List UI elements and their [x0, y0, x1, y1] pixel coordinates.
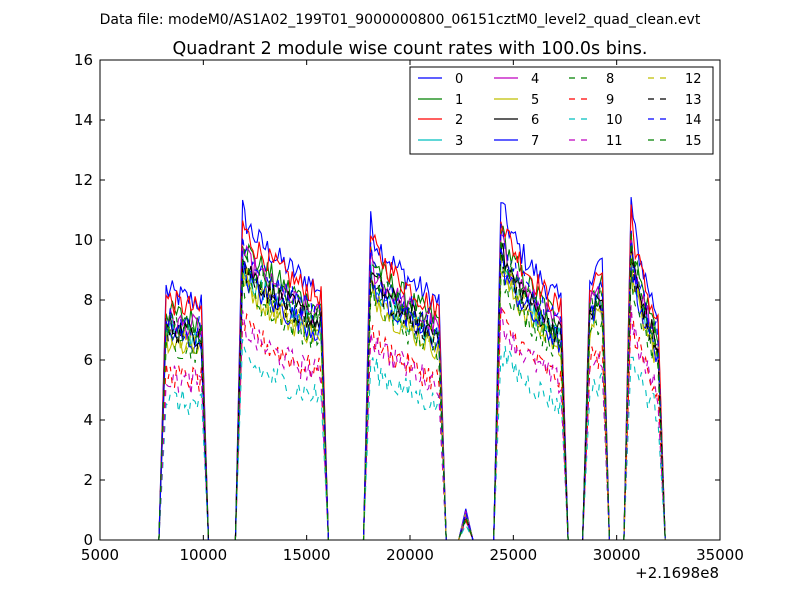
y-tick-label-4: 8: [83, 291, 93, 309]
legend-label-4: 4: [531, 72, 539, 87]
y-tick-label-3: 6: [83, 351, 93, 369]
legend-label-15: 15: [685, 134, 702, 149]
y-tick-label-7: 14: [74, 111, 93, 129]
legend-label-10: 10: [606, 113, 623, 128]
x-tick-label-5: 30000: [593, 546, 641, 564]
legend-label-7: 7: [531, 134, 539, 149]
y-tick-label-6: 12: [74, 171, 93, 189]
legend-label-2: 2: [455, 113, 463, 128]
series-line-12: [158, 252, 666, 540]
x-tick-label-0: 5000: [81, 546, 119, 564]
y-tick-label-2: 4: [83, 411, 93, 429]
legend-label-13: 13: [685, 93, 702, 108]
y-tick-label-1: 2: [83, 471, 93, 489]
series-line-4: [158, 233, 666, 540]
x-offset-label: +2.1698e8: [635, 564, 719, 582]
series-line-14: [158, 223, 666, 540]
ticks-layer: 5000 10000 15000 20000 25000 30000 35000 0 2 4 6 8 1…: [74, 51, 744, 564]
legend-label-9: 9: [606, 93, 614, 108]
legend-label-6: 6: [531, 113, 539, 128]
series-line-15: [158, 230, 666, 540]
y-tick-label-5: 10: [74, 231, 93, 249]
series-line-11: [158, 304, 666, 540]
series-line-10: [158, 338, 666, 540]
legend-label-0: 0: [455, 72, 463, 87]
x-tick-label-1: 10000: [179, 546, 227, 564]
series-line-9: [158, 306, 666, 540]
legend-label-1: 1: [455, 93, 463, 108]
x-tick-label-3: 20000: [386, 546, 434, 564]
x-tick-label-6: 35000: [696, 546, 744, 564]
series-line-0: [158, 197, 666, 540]
y-tick-label-0: 0: [83, 531, 93, 549]
y-tick-label-8: 16: [74, 51, 93, 69]
x-tick-label-2: 15000: [283, 546, 331, 564]
chart-suptitle: Data file: modeM0/AS1A02_199T01_90000008…: [100, 12, 701, 28]
legend-label-3: 3: [455, 134, 463, 149]
legend-label-14: 14: [685, 113, 702, 128]
legend-label-11: 11: [606, 134, 623, 149]
series-layer: [158, 197, 666, 540]
chart-title: Quadrant 2 module wise count rates with …: [173, 39, 648, 59]
legend-label-8: 8: [606, 72, 614, 87]
legend-label-12: 12: [685, 72, 702, 87]
x-tick-label-4: 25000: [489, 546, 537, 564]
legend-label-5: 5: [531, 93, 539, 108]
